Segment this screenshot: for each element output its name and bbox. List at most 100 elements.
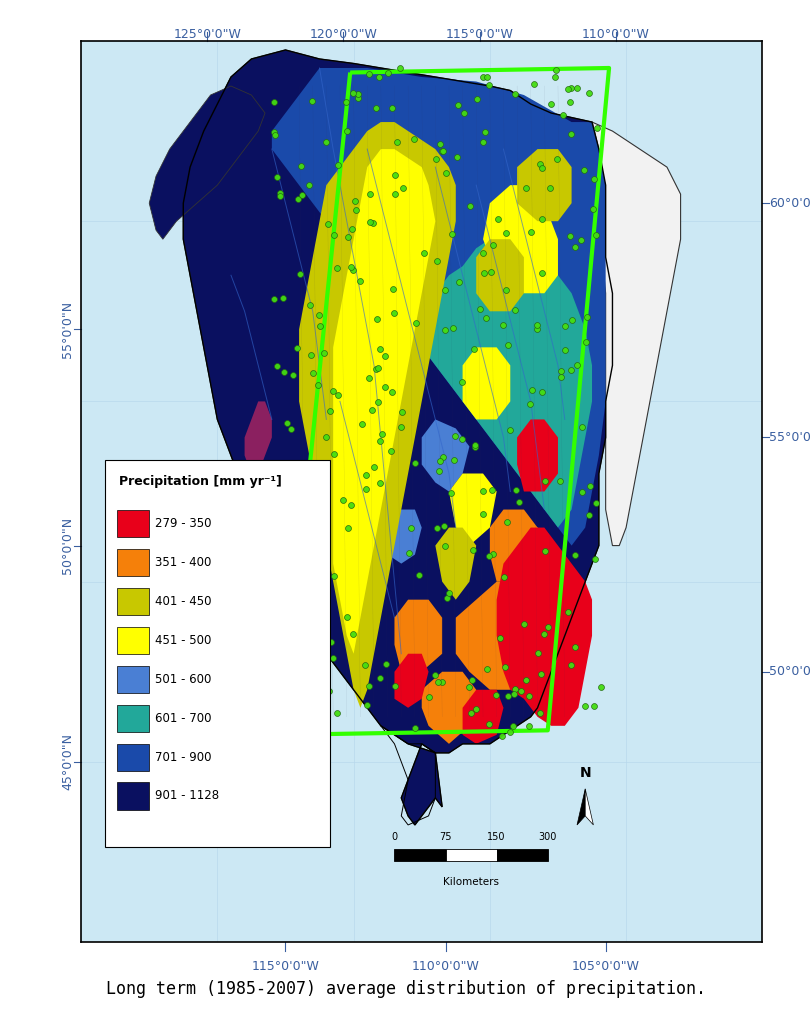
Point [578, 697, 591, 714]
Point [354, 272, 367, 289]
Point [496, 316, 509, 333]
Point [490, 686, 503, 702]
Point [430, 520, 443, 537]
Point [311, 655, 324, 672]
Point [564, 80, 577, 96]
Point [451, 97, 464, 114]
Point [520, 180, 533, 197]
Point [314, 317, 327, 334]
Point [408, 130, 421, 146]
Point [470, 91, 483, 108]
Point [543, 179, 556, 196]
Point [268, 127, 281, 143]
Polygon shape [592, 122, 680, 546]
Point [367, 459, 380, 475]
Point [463, 199, 476, 215]
Point [483, 548, 496, 564]
Point [481, 69, 494, 85]
Point [502, 336, 515, 352]
Point [485, 264, 498, 281]
Polygon shape [258, 473, 279, 527]
Point [508, 681, 521, 697]
Point [586, 201, 599, 217]
Polygon shape [422, 420, 470, 492]
Point [331, 706, 344, 722]
Point [569, 639, 581, 655]
Point [331, 260, 344, 276]
Point [468, 439, 481, 456]
Text: 110°0'0"W: 110°0'0"W [582, 28, 650, 41]
Point [302, 545, 315, 561]
Point [385, 384, 398, 400]
Point [294, 265, 307, 282]
Point [322, 683, 335, 699]
Point [436, 449, 449, 465]
Point [470, 700, 483, 717]
Point [423, 689, 436, 706]
Point [433, 453, 446, 469]
Point [302, 177, 315, 194]
Point [569, 239, 581, 255]
Polygon shape [394, 600, 442, 672]
Point [445, 225, 458, 242]
Point [500, 225, 513, 242]
Point [291, 190, 304, 207]
Point [356, 416, 369, 432]
Point [418, 245, 431, 261]
Point [387, 282, 400, 298]
Point [349, 193, 362, 209]
Text: N: N [579, 766, 591, 780]
Point [477, 482, 490, 499]
Point [378, 348, 391, 365]
Point [578, 162, 591, 178]
Point [374, 670, 387, 686]
Polygon shape [183, 50, 612, 825]
Point [382, 65, 395, 81]
Point [388, 678, 401, 694]
Point [594, 679, 607, 695]
Point [584, 478, 597, 495]
Text: 60°0'0"N: 60°0'0"N [769, 197, 811, 210]
Bar [117, 743, 149, 771]
Bar [496, 849, 547, 861]
Point [327, 383, 340, 399]
Point [290, 482, 303, 499]
Point [299, 705, 312, 721]
Point [465, 705, 478, 721]
Point [538, 626, 551, 642]
Point [282, 499, 295, 515]
Point [496, 728, 509, 744]
Point [277, 290, 290, 306]
Point [448, 452, 461, 468]
Point [389, 167, 402, 183]
Point [306, 365, 319, 381]
Bar [394, 849, 445, 861]
Point [363, 214, 376, 230]
Point [312, 377, 325, 393]
Text: Kilometers: Kilometers [443, 878, 499, 887]
Point [285, 421, 298, 437]
Point [290, 340, 303, 356]
Bar [117, 549, 149, 577]
Point [477, 505, 490, 521]
Point [430, 151, 443, 167]
Point [281, 415, 294, 431]
Text: Precipitation [mm yr⁻¹]: Precipitation [mm yr⁻¹] [118, 475, 281, 488]
Polygon shape [476, 240, 524, 311]
Text: 110°0'0"W: 110°0'0"W [412, 961, 479, 973]
Point [468, 341, 481, 357]
Point [455, 374, 468, 390]
Point [271, 169, 284, 185]
Point [440, 165, 453, 181]
Text: 451 - 500: 451 - 500 [155, 634, 211, 647]
Point [517, 615, 530, 632]
Point [374, 475, 387, 492]
Bar [117, 705, 149, 732]
Point [437, 517, 450, 534]
Point [483, 77, 496, 93]
Point [431, 253, 444, 269]
Point [508, 686, 521, 702]
Point [535, 211, 548, 227]
Point [295, 158, 308, 174]
Text: 901 - 1128: 901 - 1128 [155, 790, 219, 803]
